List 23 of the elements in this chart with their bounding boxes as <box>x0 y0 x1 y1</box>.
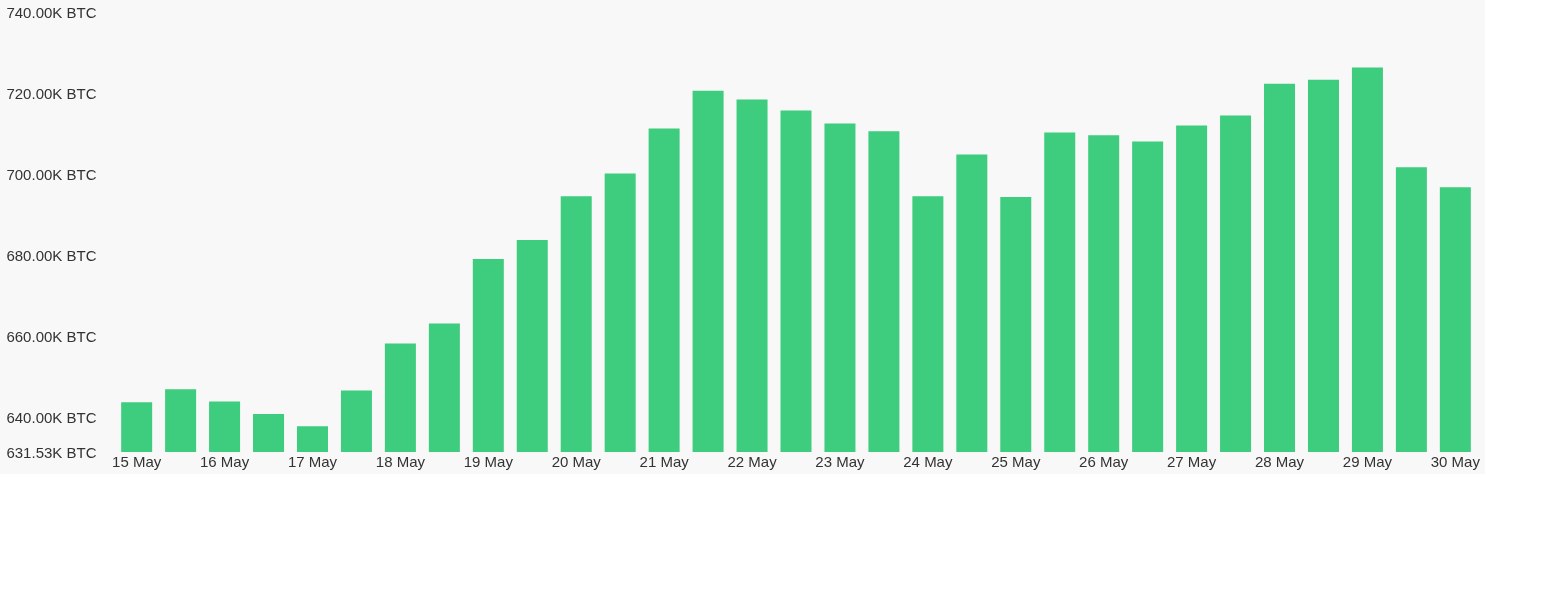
x-tick-label: 26 May <box>1079 452 1129 470</box>
x-tick-label: 28 May <box>1254 452 1305 470</box>
x-tick-label: 29 May <box>1342 452 1393 470</box>
x-tick-label: 27 May <box>1167 452 1217 470</box>
y-tick-label: 660.00K BTC <box>6 328 97 346</box>
y-tick-label: 740.00K BTC <box>6 3 97 21</box>
x-tick-label: 19 May <box>463 452 514 470</box>
x-tick-label: 30 May <box>1430 452 1481 470</box>
x-tick-label: 15 May <box>112 452 162 470</box>
x-tick-label: 18 May <box>375 452 426 470</box>
x-tick-label: 23 May <box>815 452 866 470</box>
x-tick-label: 21 May <box>639 452 690 470</box>
y-tick-label: 680.00K BTC <box>6 246 97 264</box>
y-tick-label: 640.00K BTC <box>6 409 97 427</box>
x-tick-label: 25 May <box>991 452 1041 470</box>
x-tick-label: 20 May <box>551 452 602 470</box>
x-tick-label: 17 May <box>287 452 338 470</box>
y-tick-label: 700.00K BTC <box>6 165 97 183</box>
y-tick-label: 720.00K BTC <box>6 84 97 102</box>
x-tick-label: 24 May <box>903 452 953 470</box>
y-tick-label: 631.53K BTC <box>6 443 97 461</box>
x-tick-label: 22 May <box>727 452 778 470</box>
x-tick-label: 16 May <box>199 452 250 470</box>
